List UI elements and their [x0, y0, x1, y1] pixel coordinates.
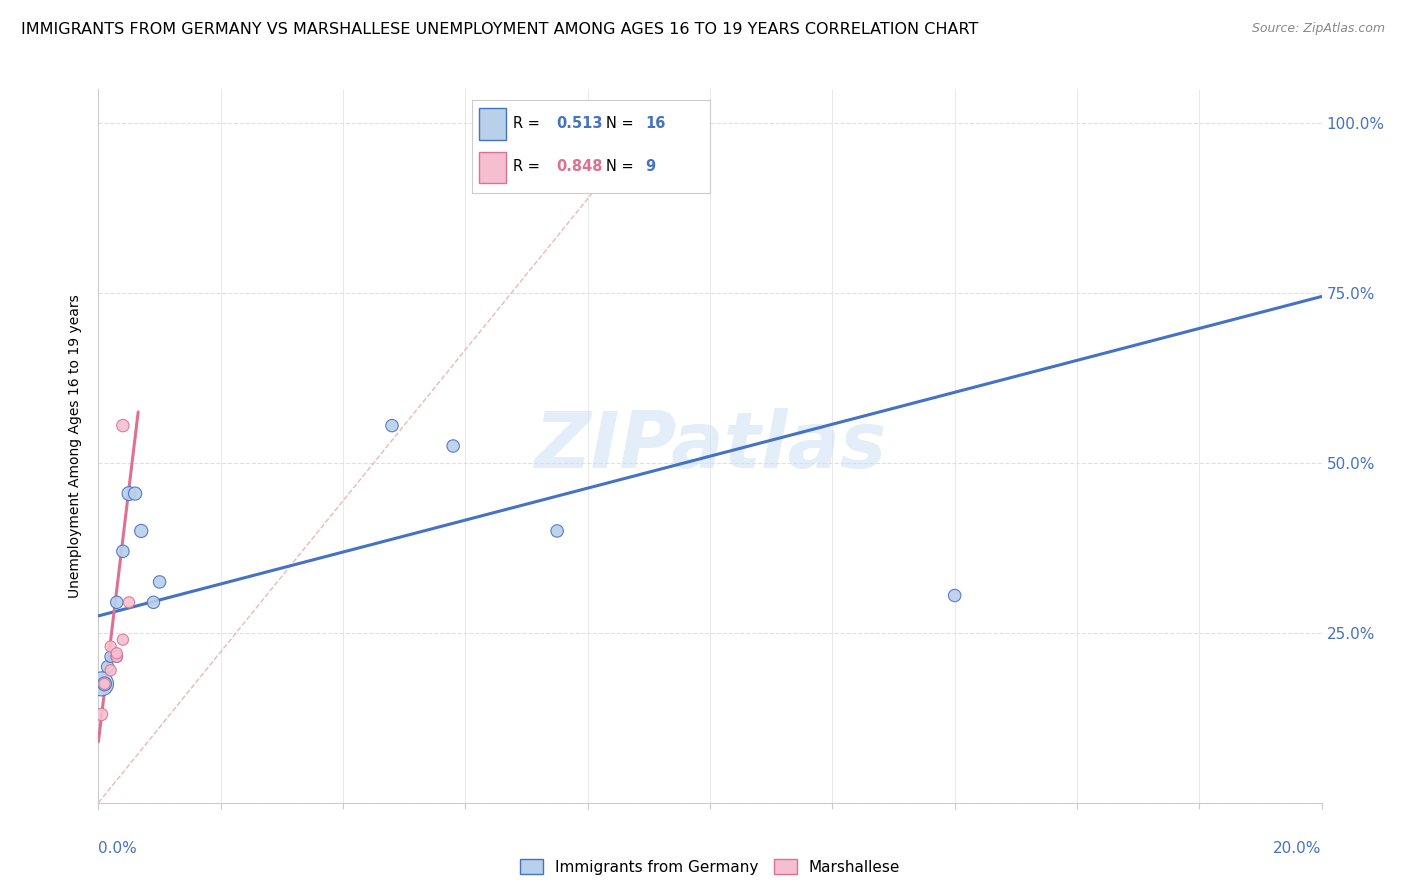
Point — [105, 595, 128, 609]
Point — [90, 677, 112, 691]
Point — [93, 677, 115, 691]
Text: IMMIGRANTS FROM GERMANY VS MARSHALLESE UNEMPLOYMENT AMONG AGES 16 TO 19 YEARS CO: IMMIGRANTS FROM GERMANY VS MARSHALLESE U… — [21, 22, 979, 37]
Point — [546, 524, 568, 538]
Point — [97, 660, 120, 674]
Point — [100, 649, 122, 664]
Point — [118, 486, 141, 500]
Point — [105, 649, 128, 664]
Y-axis label: Unemployment Among Ages 16 to 19 years: Unemployment Among Ages 16 to 19 years — [69, 294, 83, 598]
Point — [129, 524, 152, 538]
Point — [90, 707, 112, 722]
Point — [111, 418, 134, 433]
Point — [124, 486, 146, 500]
Point — [100, 663, 122, 677]
Point — [118, 595, 141, 609]
Point — [943, 589, 966, 603]
Point — [93, 677, 115, 691]
Point — [441, 439, 464, 453]
Point — [381, 418, 404, 433]
Text: 0.0%: 0.0% — [98, 841, 138, 855]
Legend: Immigrants from Germany, Marshallese: Immigrants from Germany, Marshallese — [513, 853, 907, 880]
Point — [100, 640, 122, 654]
Point — [105, 649, 128, 664]
Point — [149, 574, 172, 589]
Point — [105, 646, 128, 660]
Text: ZIPatlas: ZIPatlas — [534, 408, 886, 484]
Point — [142, 595, 165, 609]
Text: 20.0%: 20.0% — [1274, 841, 1322, 855]
Text: Source: ZipAtlas.com: Source: ZipAtlas.com — [1251, 22, 1385, 36]
Point — [111, 632, 134, 647]
Point — [111, 544, 134, 558]
